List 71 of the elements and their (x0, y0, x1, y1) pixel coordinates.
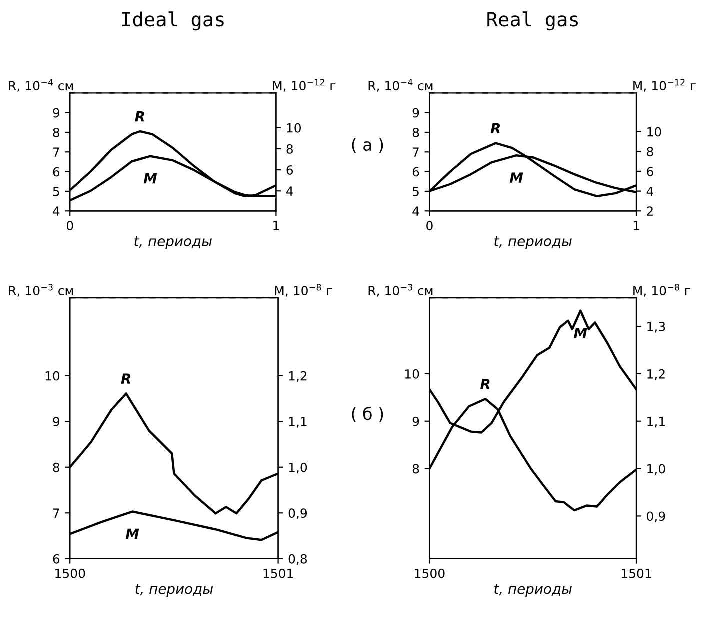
y2-tick-label: 1,1 (648, 417, 665, 428)
y2-tick-label: 1,3 (648, 322, 666, 333)
y-tick-label: 6 (53, 167, 60, 177)
y-tick-label: 7 (53, 508, 60, 518)
y-tick-label: 4 (53, 206, 60, 216)
y2-tick-label: 4 (286, 186, 294, 196)
y-tick-label: 8 (53, 462, 60, 472)
y2-axis-title: M, 10$^{−12}$ г (273, 79, 336, 92)
y2-tick-label: 1,0 (648, 464, 666, 475)
text: ( а ) (352, 138, 384, 154)
y-tick-label: 7 (413, 148, 419, 157)
y-axis-title: R, 10$^{−3}$ см (368, 284, 433, 297)
y2-tick-label: 1,1 (289, 417, 307, 428)
x-tick-label: 0 (426, 221, 433, 231)
y-tick-label: 8 (53, 128, 60, 138)
y-axis-title: R, 10$^{−4}$ см (368, 79, 433, 92)
y-tick-label: 6 (412, 167, 420, 177)
chart-title: Ideal gas (122, 12, 224, 31)
x-axis-title: t, периоды (134, 236, 212, 250)
x-tick-label: 1500 (56, 568, 86, 578)
series-label: R (121, 374, 130, 384)
y-tick-label: 5 (53, 187, 60, 196)
y2-axis-title: M, 10$^{−8}$ г (634, 284, 690, 297)
y-tick-label: 9 (412, 416, 420, 426)
y2-tick-label: 4 (646, 186, 654, 196)
series-label: M (126, 528, 140, 539)
x-tick-label: 1500 (415, 568, 445, 578)
y-tick-label: 7 (53, 148, 60, 157)
y2-tick-label: 2 (647, 206, 653, 216)
y2-tick-label: 1,0 (289, 462, 308, 474)
y2-tick-label: 1,2 (648, 369, 665, 380)
y-axis-title: R, 10$^{−3}$ см (9, 284, 74, 297)
series-label: M (574, 328, 588, 338)
y2-tick-label: 6 (647, 166, 654, 176)
y-tick-label: 9 (53, 108, 60, 118)
y-tick-label: 8 (412, 464, 420, 474)
y2-tick-label: 10 (648, 127, 662, 137)
x-tick-label: 1 (274, 221, 280, 230)
y2-axis-title: M, 10$^{−12}$ г (634, 79, 696, 92)
y-tick-label: 5 (413, 187, 419, 196)
x-axis-title: t, периоды (494, 584, 572, 597)
series-label: R (135, 112, 144, 122)
y-axis-title: R, 10$^{−4}$ см (9, 79, 74, 92)
y-tick-label: 8 (412, 128, 420, 138)
y2-tick-label: 0,9 (288, 508, 308, 520)
y2-tick-label: 10 (287, 123, 301, 133)
x-tick-label: 1 (634, 221, 640, 230)
series-label: M (510, 172, 524, 183)
x-axis-title: t, периоды (494, 236, 572, 250)
x-tick-label: 0 (66, 221, 74, 231)
y2-tick-label: 6 (286, 166, 294, 175)
chart-title: Real gas (488, 12, 578, 31)
text: ( б ) (352, 407, 384, 422)
y-tick-label: 10 (405, 369, 420, 379)
series-label: R (480, 379, 490, 390)
series-label: R (490, 123, 500, 134)
y2-tick-label: 8 (647, 147, 654, 157)
x-tick-label: 1501 (622, 568, 652, 578)
y2-tick-label: 0,8 (288, 554, 308, 566)
y-tick-label: 9 (53, 417, 60, 427)
y-tick-label: 4 (412, 206, 420, 216)
series-label: M (144, 173, 158, 184)
x-tick-label: 1501 (264, 568, 294, 578)
y2-tick-label: 0,9 (647, 512, 666, 522)
y2-tick-label: 1,2 (289, 371, 307, 382)
y-tick-label: 6 (53, 554, 60, 564)
y2-axis-title: M, 10$^{−8}$ г (275, 284, 332, 297)
y-tick-label: 9 (412, 108, 420, 118)
y-tick-label: 10 (46, 371, 60, 381)
y2-tick-label: 8 (286, 144, 294, 154)
x-axis-title: t, периоды (136, 584, 214, 597)
